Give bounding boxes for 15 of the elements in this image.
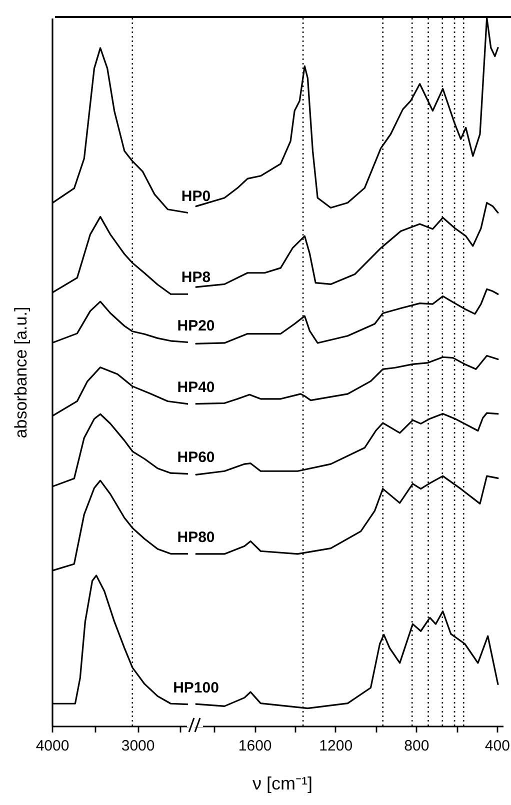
series-label: HP80 bbox=[177, 528, 215, 546]
x-tick-label: 3000 bbox=[121, 738, 155, 754]
series-label: HP20 bbox=[177, 317, 215, 334]
x-tick-label: 400 bbox=[484, 738, 510, 754]
y-axis-title: absorbance [a.u.] bbox=[12, 306, 30, 438]
x-tick-label: 800 bbox=[404, 738, 430, 754]
x-tick-label: 4000 bbox=[36, 738, 70, 754]
series-label: HP60 bbox=[177, 448, 215, 466]
x-axis-title: ν [cm⁻¹] bbox=[252, 774, 312, 794]
x-tick-label: 1200 bbox=[319, 738, 353, 754]
x-tick-label: 1600 bbox=[238, 738, 272, 754]
series-label: HP40 bbox=[177, 378, 215, 396]
series-label: HP0 bbox=[181, 188, 211, 205]
series-label: HP8 bbox=[181, 269, 211, 286]
series-label: HP100 bbox=[173, 679, 219, 696]
